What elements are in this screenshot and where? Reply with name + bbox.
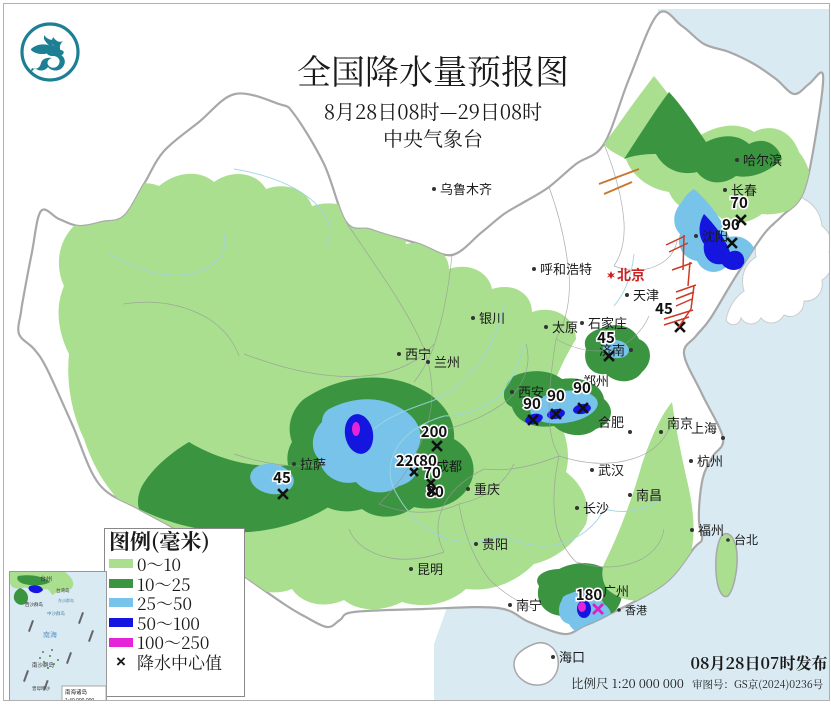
- svg-text:90: 90: [523, 393, 541, 414]
- svg-text:全国降水量预报图: 全国降水量预报图: [297, 45, 569, 94]
- svg-text:1:40 000 000: 1:40 000 000: [65, 698, 94, 701]
- svg-text:兰州: 兰州: [434, 352, 460, 371]
- svg-text:90: 90: [547, 385, 565, 406]
- svg-text:南京: 南京: [667, 413, 693, 432]
- svg-text:拉萨: 拉萨: [300, 454, 326, 473]
- svg-text:东沙群岛: 东沙群岛: [58, 597, 74, 604]
- svg-text:70: 70: [423, 462, 441, 483]
- svg-text:08月28日07时发布: 08月28日07时发布: [691, 651, 828, 674]
- svg-text:45: 45: [597, 327, 615, 348]
- svg-text:哈尔滨: 哈尔滨: [743, 150, 782, 169]
- svg-text:呼和浩特: 呼和浩特: [540, 259, 592, 278]
- svg-text:台州: 台州: [40, 574, 52, 583]
- svg-text:长沙: 长沙: [583, 498, 609, 517]
- svg-text:广州: 广州: [603, 581, 629, 600]
- svg-text:杭州: 杭州: [697, 451, 723, 470]
- svg-text:太原: 太原: [552, 317, 578, 336]
- svg-text:比例尺 1:20 000 000: 比例尺 1:20 000 000: [571, 674, 684, 692]
- svg-text:贵阳: 贵阳: [482, 534, 508, 553]
- svg-text:香港: 香港: [625, 602, 647, 618]
- svg-text:南海: 南海: [43, 630, 57, 640]
- svg-text:银川: 银川: [479, 308, 505, 327]
- svg-text:南宁: 南宁: [516, 595, 542, 614]
- svg-text:南昌: 南昌: [636, 485, 662, 504]
- svg-text:福州: 福州: [698, 520, 724, 539]
- svg-text:乌鲁木齐: 乌鲁木齐: [440, 179, 492, 198]
- svg-text:90: 90: [573, 377, 591, 398]
- svg-text:180: 180: [576, 584, 603, 605]
- svg-text:中央气象台: 中央气象台: [383, 123, 483, 152]
- svg-text:中沙群岛: 中沙群岛: [47, 610, 65, 617]
- svg-text:8月28日08时—29日08时: 8月28日08时—29日08时: [324, 96, 542, 125]
- svg-text:合肥: 合肥: [598, 412, 624, 431]
- svg-text:重庆: 重庆: [474, 479, 500, 498]
- svg-text:45: 45: [655, 298, 673, 319]
- svg-text:70: 70: [730, 192, 748, 213]
- svg-text:上海: 上海: [691, 418, 717, 437]
- svg-text:北京: 北京: [617, 265, 645, 285]
- svg-text:台北: 台北: [734, 531, 758, 548]
- svg-text:海口: 海口: [559, 647, 585, 666]
- svg-text:昆明: 昆明: [417, 559, 443, 578]
- svg-text:台湾岛: 台湾岛: [56, 587, 70, 594]
- svg-text:西沙群岛: 西沙群岛: [25, 601, 43, 608]
- svg-text:45: 45: [273, 467, 291, 488]
- svg-text:审图号：GS京(2024)0236号: 审图号：GS京(2024)0236号: [692, 677, 824, 692]
- svg-text:曾母暗沙: 曾母暗沙: [32, 685, 50, 692]
- svg-text:武汉: 武汉: [598, 460, 624, 479]
- svg-text:西宁: 西宁: [405, 344, 431, 363]
- svg-text:200: 200: [421, 421, 448, 442]
- svg-text:南海诸岛: 南海诸岛: [65, 688, 88, 696]
